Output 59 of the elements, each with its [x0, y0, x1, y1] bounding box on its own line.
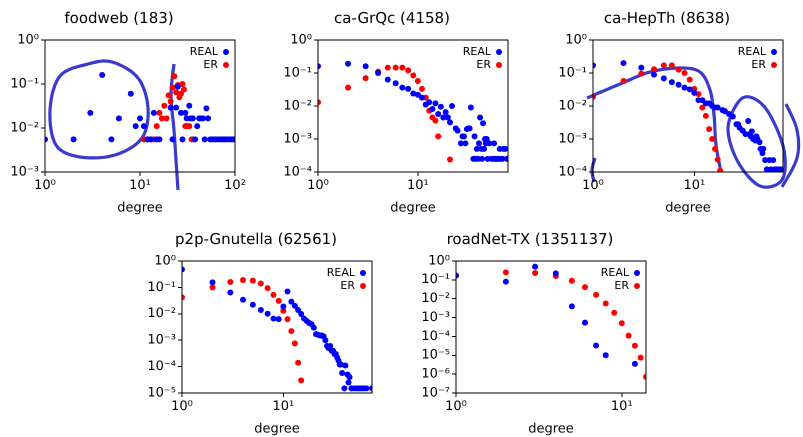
x-axis-title: degree: [117, 200, 163, 216]
x-tick-label: 10¹: [129, 178, 151, 194]
y-tick-label: 10⁻⁴: [283, 164, 312, 180]
y-tick-label: 10⁻²: [421, 291, 450, 306]
x-axis-title: degree: [390, 200, 436, 216]
y-tick-label: 10⁻⁵: [147, 385, 176, 400]
x-tick-label: 10⁰: [171, 399, 193, 414]
chart-title: ca-HepTh (8638): [604, 8, 730, 27]
x-tick-label: 10¹: [272, 399, 294, 414]
x-tick-label: 10¹: [683, 178, 706, 194]
y-tick-label: 10⁻⁷: [421, 385, 450, 400]
y-tick-label: 10⁻²: [283, 98, 312, 114]
legend-label: REAL: [326, 266, 356, 279]
y-tick-label: 10⁻⁴: [421, 328, 450, 344]
legend-label: REAL: [190, 44, 219, 58]
chart-title: ca-GrQc (4158): [334, 8, 450, 27]
y-tick-label: 10⁻²: [10, 120, 39, 136]
y-tick-label: 10⁰: [565, 32, 587, 48]
y-tick-label: 10⁰: [428, 253, 450, 268]
y-tick-label: 10⁻¹: [10, 76, 39, 92]
x-tick-label: 10⁰: [445, 399, 467, 414]
x-axis-title: degree: [528, 422, 574, 437]
y-tick-label: 10⁰: [154, 253, 176, 268]
y-tick-label: 10⁰: [17, 32, 39, 48]
y-tick-label: 10⁻¹: [147, 280, 176, 295]
x-axis-title: degree: [254, 422, 300, 437]
y-tick-label: 10⁻³: [10, 164, 39, 180]
y-tick-label: 10⁻⁴: [558, 164, 587, 180]
chart-title: roadNet-TX (1351137): [446, 230, 614, 248]
y-tick-label: 10⁻⁴: [147, 358, 176, 374]
legend-label: ER: [340, 278, 356, 292]
y-tick-label: 10⁻⁵: [421, 348, 450, 363]
y-tick-label: 10⁻³: [283, 131, 312, 146]
legend-label: REAL: [462, 44, 492, 58]
legend-label: ER: [476, 58, 492, 71]
chart-title: p2p-Gnutella (62561): [174, 230, 338, 248]
x-tick-label: 10⁰: [582, 178, 604, 194]
x-tick-label: 10¹: [610, 399, 633, 414]
y-tick-label: 10⁻⁶: [421, 366, 450, 382]
legend-label: REAL: [600, 266, 630, 279]
y-tick-label: 10⁻²: [147, 306, 176, 322]
legend-label: ER: [751, 58, 766, 71]
x-tick-label: 10⁰: [307, 178, 329, 194]
legend-label: ER: [203, 58, 218, 71]
y-tick-label: 10⁻²: [558, 98, 587, 114]
y-tick-label: 10⁻¹: [558, 65, 587, 80]
x-tick-label: 10²: [224, 178, 246, 194]
y-tick-label: 10⁰: [290, 32, 312, 48]
y-tick-label: 10⁻³: [421, 310, 450, 325]
y-tick-label: 10⁻¹: [421, 272, 450, 288]
y-tick-label: 10⁻³: [147, 332, 176, 348]
x-axis-title: degree: [665, 200, 711, 216]
legend-label: ER: [614, 278, 630, 292]
legend-label: REAL: [738, 44, 767, 58]
x-tick-label: 10⁰: [34, 178, 56, 194]
y-tick-label: 10⁻¹: [283, 65, 312, 80]
chart-title: foodweb (183): [64, 8, 174, 27]
y-tick-label: 10⁻³: [558, 131, 587, 146]
x-tick-label: 10¹: [406, 178, 429, 194]
